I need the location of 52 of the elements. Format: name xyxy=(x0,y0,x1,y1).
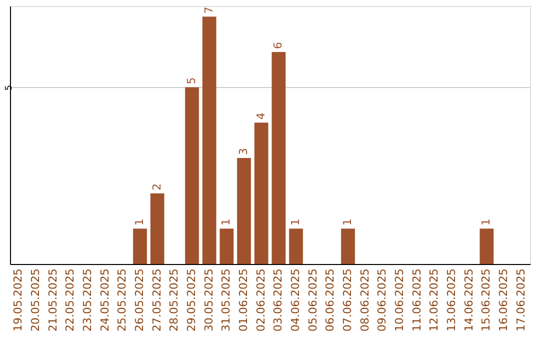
x-tick-label: 25.05.2025 xyxy=(116,268,129,332)
x-tick-label: 26.05.2025 xyxy=(133,268,146,332)
bar xyxy=(133,228,147,264)
bar xyxy=(480,228,494,264)
x-tick-label: 17.06.2025 xyxy=(514,268,528,332)
bar xyxy=(220,228,234,264)
x-tick-label: 15.06.2025 xyxy=(480,268,493,332)
x-tick-label: 06.06.2025 xyxy=(324,268,337,332)
x-tick-label: 08.06.2025 xyxy=(358,268,372,332)
bar xyxy=(272,52,286,264)
data-label: 4 xyxy=(254,112,268,120)
bar xyxy=(341,228,355,264)
x-tick-label: 29.05.2025 xyxy=(185,268,198,332)
data-label: 6 xyxy=(272,42,285,49)
bar xyxy=(185,87,199,264)
x-tick-label: 30.05.2025 xyxy=(202,268,216,332)
data-label: 2 xyxy=(150,183,164,190)
x-tick-label: 07.06.2025 xyxy=(341,268,354,332)
x-tick-label: 13.06.2025 xyxy=(445,268,458,332)
x-tick-label: 23.05.2025 xyxy=(81,268,94,332)
x-tick-label: 16.06.2025 xyxy=(497,268,510,332)
x-tick-label: 05.06.2025 xyxy=(306,268,320,332)
x-tick-label: 02.06.2025 xyxy=(254,268,268,332)
bar xyxy=(237,158,251,264)
x-tick-label: 12.06.2025 xyxy=(428,268,441,332)
x-tick-label: 24.05.2025 xyxy=(98,268,112,332)
x-tick-label: 09.06.2025 xyxy=(376,268,389,332)
bar xyxy=(289,228,303,264)
x-tick-label: 03.06.2025 xyxy=(272,268,285,332)
x-tick-label: 04.06.2025 xyxy=(289,268,302,332)
bar xyxy=(254,122,268,264)
x-tick-label: 11.06.2025 xyxy=(410,268,424,332)
data-label: 7 xyxy=(202,6,216,14)
x-tick-label: 19.05.2025 xyxy=(12,268,25,332)
x-tick-label: 31.05.2025 xyxy=(220,268,233,332)
bar xyxy=(150,193,164,264)
x-tick-label: 22.05.2025 xyxy=(64,268,77,332)
data-label: 1 xyxy=(133,218,146,226)
x-tick-label: 28.05.2025 xyxy=(168,268,181,332)
data-label: 1 xyxy=(341,218,354,226)
bar xyxy=(202,16,216,264)
x-tick-label: 21.05.2025 xyxy=(46,268,60,332)
data-label: 1 xyxy=(220,218,233,226)
data-label: 3 xyxy=(237,148,250,155)
data-label: 1 xyxy=(480,218,493,226)
x-tick-label: 14.06.2025 xyxy=(462,268,476,332)
x-tick-label: 20.05.2025 xyxy=(29,268,42,332)
x-tick-label: 10.06.2025 xyxy=(393,268,406,332)
x-tick-label: 27.05.2025 xyxy=(150,268,164,332)
data-label: 1 xyxy=(289,218,302,226)
x-tick-label: 01.06.2025 xyxy=(237,268,250,332)
data-label: 5 xyxy=(185,77,198,84)
